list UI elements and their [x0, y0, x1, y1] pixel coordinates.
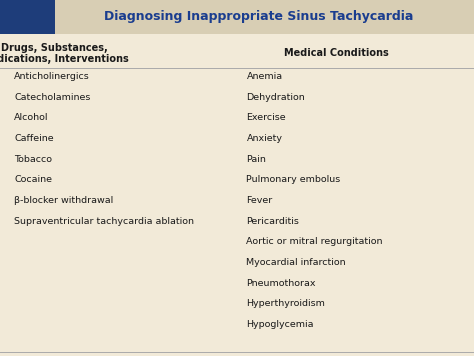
- Text: Caffeine: Caffeine: [14, 134, 54, 143]
- Text: β-blocker withdrawal: β-blocker withdrawal: [14, 196, 113, 205]
- Text: Dehydration: Dehydration: [246, 93, 305, 102]
- Bar: [0, 0, 55, 34]
- Text: Pain: Pain: [246, 155, 266, 164]
- Bar: [55, 0, 474, 34]
- Text: Drugs, Substances,: Drugs, Substances,: [1, 43, 108, 53]
- Text: Tobacco: Tobacco: [14, 155, 52, 164]
- Text: Cocaine: Cocaine: [14, 175, 52, 184]
- Text: Fever: Fever: [246, 196, 273, 205]
- Text: Myocardial infarction: Myocardial infarction: [246, 258, 346, 267]
- Text: Diagnosing Inappropriate Sinus Tachycardia: Diagnosing Inappropriate Sinus Tachycard…: [104, 10, 413, 23]
- Text: Hyperthyroidism: Hyperthyroidism: [246, 299, 325, 308]
- Text: Anticholinergics: Anticholinergics: [14, 72, 90, 81]
- Text: Medications, Interventions: Medications, Interventions: [0, 54, 128, 64]
- Text: Medical Conditions: Medical Conditions: [284, 48, 389, 58]
- Text: Catecholamines: Catecholamines: [14, 93, 91, 102]
- Text: Anxiety: Anxiety: [246, 134, 283, 143]
- Text: Pulmonary embolus: Pulmonary embolus: [246, 175, 341, 184]
- Text: Pericarditis: Pericarditis: [246, 216, 300, 226]
- Text: Anemia: Anemia: [246, 72, 283, 81]
- Text: Exercise: Exercise: [246, 113, 286, 122]
- Text: Supraventricular tachycardia ablation: Supraventricular tachycardia ablation: [14, 216, 194, 226]
- Text: Aortic or mitral regurgitation: Aortic or mitral regurgitation: [246, 237, 383, 246]
- Text: Hypoglycemia: Hypoglycemia: [246, 320, 314, 329]
- Text: Pneumothorax: Pneumothorax: [246, 278, 316, 288]
- Text: Alcohol: Alcohol: [14, 113, 49, 122]
